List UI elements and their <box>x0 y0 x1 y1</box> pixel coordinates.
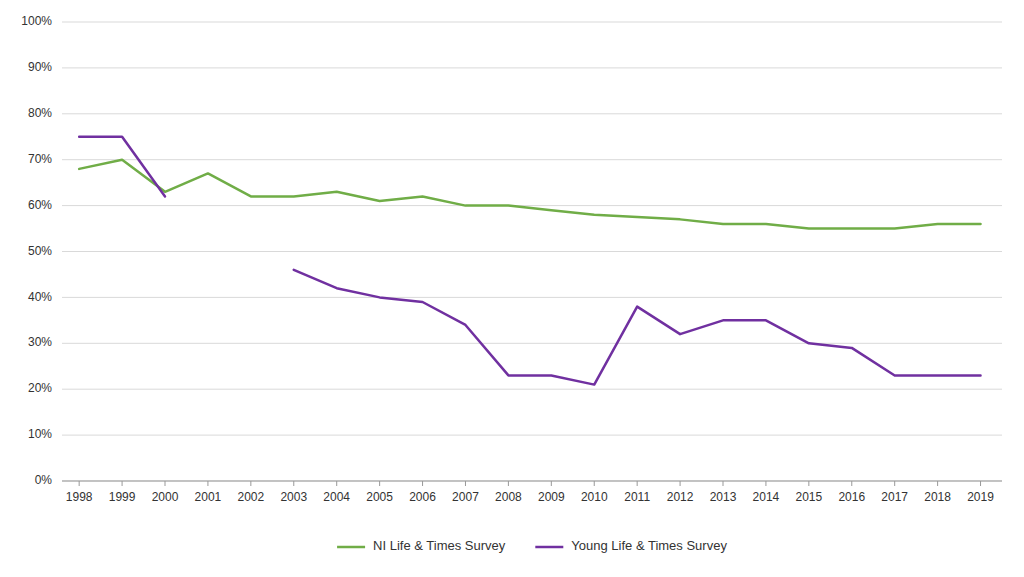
x-tick <box>122 481 123 486</box>
y-tick-label: 90% <box>28 60 52 74</box>
x-tick <box>765 481 766 486</box>
series-line <box>79 137 165 197</box>
legend-label: NI Life & Times Survey <box>373 538 506 553</box>
grid-line <box>62 343 1002 344</box>
x-tick-label: 2009 <box>538 490 565 504</box>
x-tick-label: 2014 <box>753 490 780 504</box>
x-tick-label: 2010 <box>581 490 608 504</box>
x-tick <box>937 481 938 486</box>
y-tick-label: 30% <box>28 335 52 349</box>
x-tick <box>894 481 895 486</box>
series-line <box>79 160 980 229</box>
y-tick-label: 50% <box>28 244 52 258</box>
y-tick-label: 80% <box>28 106 52 120</box>
x-tick <box>293 481 294 486</box>
x-tick <box>980 481 981 486</box>
x-tick-label: 2003 <box>280 490 307 504</box>
x-tick-label: 2000 <box>152 490 179 504</box>
x-tick <box>79 481 80 486</box>
x-tick-label: 2013 <box>710 490 737 504</box>
x-tick <box>637 481 638 486</box>
grid-line <box>62 435 1002 436</box>
x-tick-label: 2006 <box>409 490 436 504</box>
x-tick <box>336 481 337 486</box>
x-tick <box>508 481 509 486</box>
grid-line <box>62 159 1002 160</box>
y-tick-label: 100% <box>21 14 52 28</box>
x-tick <box>422 481 423 486</box>
x-tick <box>165 481 166 486</box>
lines <box>79 137 980 385</box>
x-tick-label: 2005 <box>366 490 393 504</box>
legend-swatch <box>337 546 365 549</box>
legend-swatch <box>535 546 563 549</box>
y-grid <box>62 22 1002 481</box>
x-tick <box>851 481 852 486</box>
x-tick <box>250 481 251 486</box>
y-tick-label: 0% <box>35 473 53 487</box>
legend-label: Young Life & Times Survey <box>571 538 727 553</box>
x-ticks: 1998 1999 2000 2001 2002 2003 2004 2005 2006 2007… <box>66 481 994 504</box>
x-tick-label: 2004 <box>323 490 350 504</box>
grid-line <box>62 297 1002 298</box>
x-tick <box>379 481 380 486</box>
y-tick-label: 20% <box>28 381 52 395</box>
series-line <box>294 270 981 385</box>
y-tick-label: 10% <box>28 427 52 441</box>
x-tick-label: 2016 <box>838 490 865 504</box>
x-axis-line <box>62 481 1002 482</box>
x-tick-label: 2007 <box>452 490 479 504</box>
grid-line <box>62 205 1002 206</box>
x-tick-label: 2017 <box>881 490 908 504</box>
x-tick-label: 2011 <box>624 490 650 504</box>
legend-item: NI Life & Times Survey <box>337 538 506 553</box>
x-tick-label: 2019 <box>967 490 994 504</box>
x-tick <box>207 481 208 486</box>
x-tick-label: 2008 <box>495 490 522 504</box>
x-tick <box>680 481 681 486</box>
x-tick-label: 1999 <box>109 490 136 504</box>
y-tick-label: 70% <box>28 152 52 166</box>
x-tick <box>808 481 809 486</box>
y-tick-label: 60% <box>28 198 52 212</box>
x-tick <box>551 481 552 486</box>
x-tick-label: 2002 <box>238 490 265 504</box>
chart-svg: 0%10%20%30%40%50%60%70%80%90%100%1998199… <box>0 0 1024 577</box>
x-tick-label: 2015 <box>795 490 822 504</box>
x-tick <box>594 481 595 486</box>
x-tick-label: 1998 <box>66 490 93 504</box>
grid-line <box>62 113 1002 114</box>
grid-line <box>62 481 1002 482</box>
legend-item: Young Life & Times Survey <box>535 538 727 553</box>
x-tick-label: 2012 <box>667 490 694 504</box>
grid-line <box>62 67 1002 68</box>
x-tick-label: 2001 <box>195 490 222 504</box>
chart-container: 0%10%20%30%40%50%60%70%80%90%100%1998199… <box>0 0 1024 577</box>
grid-line <box>62 389 1002 390</box>
y-tick-label: 40% <box>28 290 52 304</box>
x-tick-label: 2018 <box>924 490 951 504</box>
grid-line <box>62 251 1002 252</box>
y-tick-labels: 0% 10% 20% 30% 40% 50% 60% 70% 80% 90% 100% <box>21 14 52 487</box>
x-tick <box>465 481 466 486</box>
x-tick <box>723 481 724 486</box>
grid-line <box>62 22 1002 23</box>
legend: NI Life & Times Survey Young Life & Times… <box>337 538 727 553</box>
